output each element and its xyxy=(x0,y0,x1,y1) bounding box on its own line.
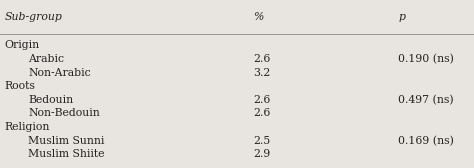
Text: Bedouin: Bedouin xyxy=(28,95,73,105)
Text: Origin: Origin xyxy=(5,40,40,50)
Text: 0.169 (ns): 0.169 (ns) xyxy=(398,136,454,146)
Text: p: p xyxy=(398,12,405,22)
Text: 2.6: 2.6 xyxy=(254,54,271,64)
Text: 0.497 (ns): 0.497 (ns) xyxy=(398,95,454,105)
Text: %: % xyxy=(254,12,264,22)
Text: 0.190 (ns): 0.190 (ns) xyxy=(398,54,454,64)
Text: Non-Arabic: Non-Arabic xyxy=(28,68,91,78)
Text: Muslim Shiite: Muslim Shiite xyxy=(28,149,105,159)
Text: 2.6: 2.6 xyxy=(254,95,271,105)
Text: 2.5: 2.5 xyxy=(254,136,271,146)
Text: 3.2: 3.2 xyxy=(254,68,271,78)
Text: Muslim Sunni: Muslim Sunni xyxy=(28,136,105,146)
Text: Arabic: Arabic xyxy=(28,54,64,64)
Text: Sub-group: Sub-group xyxy=(5,12,63,22)
Text: Non-Bedouin: Non-Bedouin xyxy=(28,109,100,118)
Text: 2.9: 2.9 xyxy=(254,149,271,159)
Text: Religion: Religion xyxy=(5,122,50,132)
Text: 2.6: 2.6 xyxy=(254,109,271,118)
Text: Roots: Roots xyxy=(5,81,36,91)
